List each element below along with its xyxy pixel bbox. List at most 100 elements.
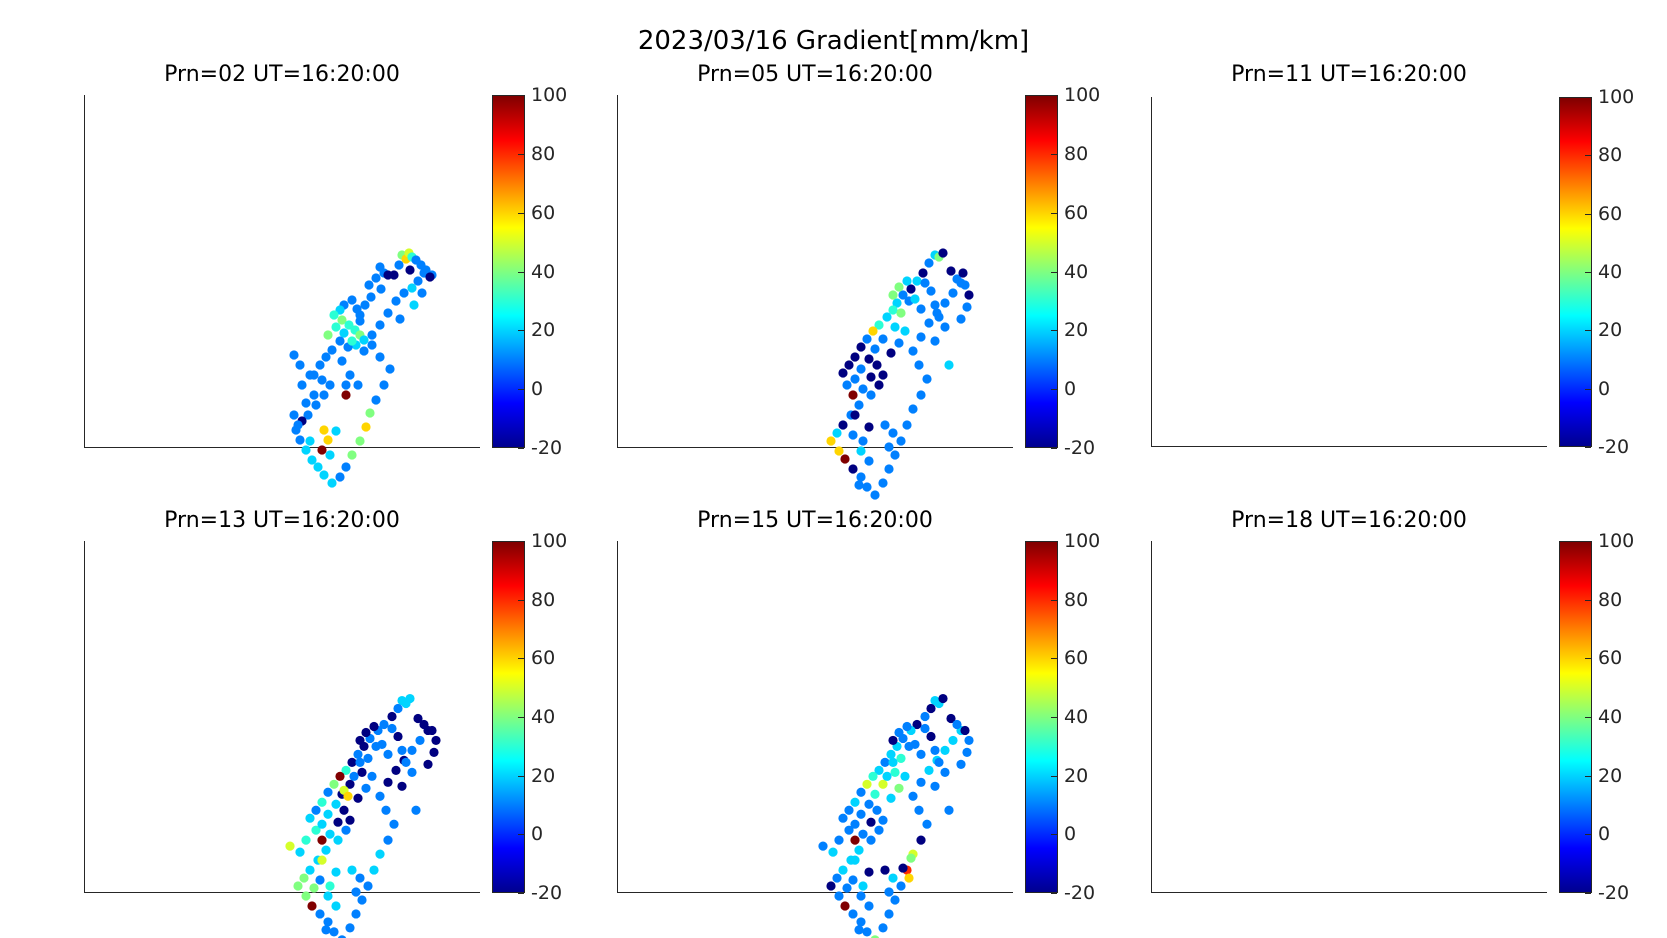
panel-5-point bbox=[856, 787, 866, 797]
panel-2-point bbox=[826, 436, 836, 446]
panel-1-colorbar-tick bbox=[518, 95, 524, 96]
panel-2-point bbox=[856, 364, 866, 374]
panel-1-point bbox=[329, 310, 339, 320]
panel-5-point bbox=[964, 735, 974, 746]
panel-1-point bbox=[394, 260, 404, 270]
panel-5-point bbox=[926, 703, 936, 714]
panel-1-colorbar-tick bbox=[518, 330, 524, 331]
panel-5-point bbox=[838, 865, 848, 875]
panel-4-point bbox=[339, 805, 349, 815]
panel-1-point bbox=[315, 360, 325, 370]
panel-4-colorbar-label: 40 bbox=[531, 706, 556, 728]
panel-5-point bbox=[834, 835, 844, 845]
panel-5-point bbox=[878, 923, 888, 933]
panel-6-colorbar-label: 60 bbox=[1598, 647, 1623, 669]
panel-4-colorbar-label: -20 bbox=[531, 882, 563, 904]
panel-2-point bbox=[864, 422, 874, 432]
panel-2-point bbox=[924, 318, 934, 328]
panel-4-point bbox=[419, 719, 429, 730]
panel-1-point bbox=[331, 426, 341, 436]
panel-2-point bbox=[960, 280, 970, 290]
panel-1-point bbox=[359, 335, 369, 345]
panel-2-colorbar-label: 20 bbox=[1064, 319, 1089, 341]
panel-5-point bbox=[862, 779, 872, 789]
panel-1-point bbox=[341, 462, 351, 472]
panel-1-point bbox=[307, 455, 317, 465]
panel-1-point bbox=[325, 450, 335, 460]
panel-6-colorbar-tick bbox=[1585, 658, 1591, 659]
panel-3-axes bbox=[1151, 97, 1547, 447]
panel-2-point bbox=[864, 456, 874, 466]
figure-title: 2023/03/16 Gradient[mm/km] bbox=[637, 26, 1030, 56]
panel-1-point bbox=[371, 395, 381, 405]
panel-1-point bbox=[301, 445, 311, 455]
panel-1-point bbox=[341, 380, 351, 390]
panel-4-point bbox=[407, 767, 417, 777]
panel-3-colorbar-label: 40 bbox=[1598, 261, 1623, 283]
panel-1-point bbox=[305, 370, 315, 380]
panel-1-point bbox=[331, 322, 341, 332]
panel-5-point bbox=[844, 825, 854, 835]
panel-2-point bbox=[850, 352, 860, 362]
panel-2-colorbar-tick bbox=[1051, 154, 1057, 155]
panel-2-point bbox=[908, 404, 918, 414]
panel-5-colorbar-tick bbox=[1051, 658, 1057, 659]
panel-4-point bbox=[357, 895, 367, 905]
panel-4-colorbar-label: 0 bbox=[531, 823, 544, 845]
panel-1-point bbox=[297, 380, 307, 390]
panel-3-colorbar-tick bbox=[1585, 330, 1591, 331]
panel-5-point bbox=[858, 829, 868, 839]
panel-1-point bbox=[366, 292, 376, 302]
panel-4-point bbox=[355, 735, 365, 746]
panel-5-point bbox=[872, 805, 882, 815]
panel-5-point bbox=[906, 853, 916, 863]
panel-6-colorbar-label: 100 bbox=[1598, 530, 1635, 552]
panel-5-point bbox=[900, 771, 910, 781]
panel-4-point bbox=[323, 809, 333, 819]
panel-4-point bbox=[377, 739, 387, 750]
panel-6-colorbar-label: 40 bbox=[1598, 706, 1623, 728]
panel-2-point bbox=[912, 276, 922, 286]
panel-4-point bbox=[347, 865, 357, 875]
panel-2-point bbox=[866, 390, 876, 400]
panel-2-point bbox=[914, 360, 924, 370]
panel-2-title: Prn=05 UT=16:20:00 bbox=[697, 62, 933, 87]
panel-5-point bbox=[884, 909, 894, 919]
panel-2-point bbox=[940, 322, 950, 332]
panel-2-point bbox=[946, 266, 956, 276]
panel-1-point bbox=[364, 280, 374, 290]
panel-2-point bbox=[888, 428, 898, 438]
panel-5-point bbox=[874, 825, 884, 835]
panel-3-scatter bbox=[1151, 97, 1547, 447]
panel-5-point bbox=[926, 731, 936, 742]
panel-5-title: Prn=15 UT=16:20:00 bbox=[697, 508, 933, 533]
panel-2-point bbox=[890, 322, 900, 332]
panel-5-point bbox=[952, 719, 962, 730]
panel-4-colorbar-label: 60 bbox=[531, 647, 556, 669]
panel-1-colorbar-label: 0 bbox=[531, 378, 544, 400]
panel-2-scatter bbox=[826, 248, 974, 500]
panel-4-point bbox=[311, 825, 321, 835]
panel-4-point bbox=[331, 867, 341, 877]
panel-5-point bbox=[866, 835, 876, 845]
panel-4-point bbox=[345, 815, 355, 825]
panel-1-point bbox=[319, 470, 329, 480]
panel-1-axes bbox=[84, 95, 480, 448]
panel-1-point bbox=[289, 410, 299, 420]
panel-4-point bbox=[333, 817, 343, 827]
panel-2-point bbox=[934, 312, 944, 322]
panel-2-point bbox=[916, 390, 926, 400]
panel-5-point bbox=[902, 721, 912, 732]
panel-4-point bbox=[393, 703, 403, 714]
panel-5-colorbar-tick bbox=[1051, 776, 1057, 777]
panel-4-point bbox=[331, 901, 341, 911]
panel-1-colorbar-tick bbox=[518, 154, 524, 155]
panel-5-point bbox=[908, 791, 918, 801]
panel-4-colorbar-tick bbox=[518, 658, 524, 659]
panel-4-point bbox=[355, 757, 365, 767]
panel-5-point bbox=[878, 779, 888, 789]
panel-5-scatter bbox=[818, 693, 974, 938]
panel-5-point bbox=[888, 757, 898, 767]
panel-4-point bbox=[387, 711, 397, 722]
panel-1-point bbox=[337, 315, 347, 325]
